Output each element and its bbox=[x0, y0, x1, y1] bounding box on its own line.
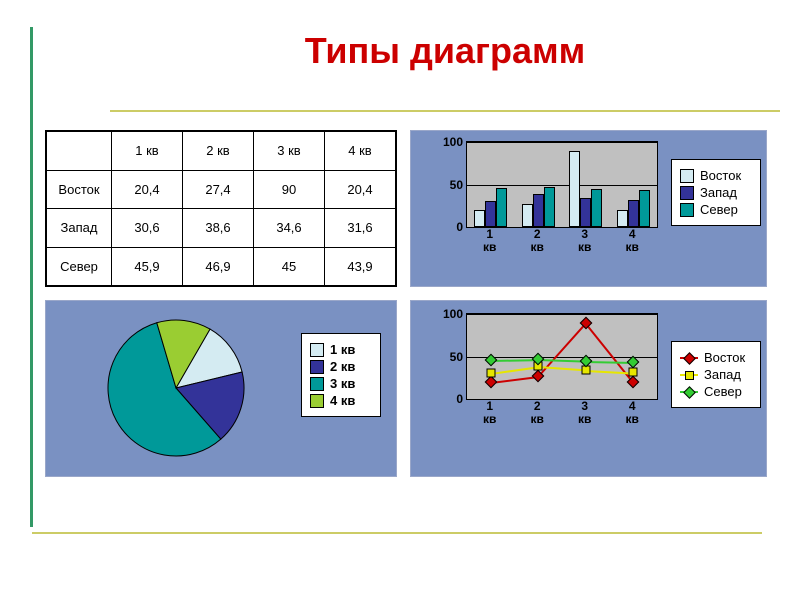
table-cell: 46,9 bbox=[183, 247, 254, 286]
legend-item: 3 кв bbox=[310, 376, 372, 391]
y-tick-label: 100 bbox=[443, 307, 463, 321]
pie-chart-legend: 1 кв 2 кв 3 кв 4 кв bbox=[301, 333, 381, 417]
legend-item: 4 кв bbox=[310, 393, 372, 408]
bar bbox=[580, 198, 591, 227]
legend-item: Восток bbox=[680, 350, 752, 365]
table-cell: Север bbox=[47, 247, 112, 286]
table-cell: 45 bbox=[254, 247, 325, 286]
x-tick-label: 2кв bbox=[531, 228, 544, 254]
bar-chart-panel: 050100 ВостокЗападСевер 1кв2кв3кв4кв bbox=[410, 130, 767, 287]
table-cell: 43,9 bbox=[325, 247, 396, 286]
bar bbox=[544, 187, 555, 227]
table-header-cell: 3 кв bbox=[254, 132, 325, 171]
table-header-cell: 2 кв bbox=[183, 132, 254, 171]
table-row: Север45,946,94543,9 bbox=[47, 247, 396, 286]
table-cell: Восток bbox=[47, 170, 112, 209]
y-tick-label: 0 bbox=[456, 392, 463, 406]
horizontal-rule-bottom bbox=[32, 532, 762, 534]
bar bbox=[591, 189, 602, 227]
bar-chart-plot: 050100 bbox=[466, 141, 658, 228]
table-cell: 27,4 bbox=[183, 170, 254, 209]
table-cell: 34,6 bbox=[254, 209, 325, 248]
table-header-cell: 4 кв bbox=[325, 132, 396, 171]
line-chart-legend: Восток Запад Север bbox=[671, 341, 761, 408]
legend-item: 1 кв bbox=[310, 342, 372, 357]
bar bbox=[617, 210, 628, 227]
table-header-cell: 1 кв bbox=[112, 132, 183, 171]
bar bbox=[474, 210, 485, 227]
bar bbox=[628, 200, 639, 227]
vertical-rule bbox=[30, 27, 33, 527]
table-cell: 30,6 bbox=[112, 209, 183, 248]
line-segment bbox=[491, 366, 539, 375]
legend-item: Восток bbox=[680, 168, 752, 183]
bar bbox=[569, 151, 580, 228]
legend-item: 2 кв bbox=[310, 359, 372, 374]
y-tick-label: 100 bbox=[443, 135, 463, 149]
data-table: 1 кв2 кв3 кв4 квВосток20,427,49020,4Запа… bbox=[45, 130, 397, 287]
line-chart-panel: 050100 ВостокЗападСевер 1кв2кв3кв4кв bbox=[410, 300, 767, 477]
x-tick-label: 3кв bbox=[578, 400, 591, 426]
table-cell: 45,9 bbox=[112, 247, 183, 286]
legend-item: Запад bbox=[680, 367, 752, 382]
line-chart-plot: 050100 bbox=[466, 313, 658, 400]
x-tick-label: 1кв bbox=[483, 400, 496, 426]
x-tick-label: 4кв bbox=[626, 228, 639, 254]
table-cell: 90 bbox=[254, 170, 325, 209]
bar bbox=[533, 194, 544, 227]
legend-item: Север bbox=[680, 202, 752, 217]
line-segment bbox=[491, 376, 539, 384]
y-tick-label: 50 bbox=[450, 350, 463, 364]
table-cell: 31,6 bbox=[325, 209, 396, 248]
table-cell: 38,6 bbox=[183, 209, 254, 248]
table-header-cell bbox=[47, 132, 112, 171]
legend-item: Север bbox=[680, 384, 752, 399]
line-marker bbox=[486, 368, 495, 377]
x-tick-label: 4кв bbox=[626, 400, 639, 426]
line-marker bbox=[629, 368, 638, 377]
x-tick-label: 3кв bbox=[578, 228, 591, 254]
table-row: Восток20,427,49020,4 bbox=[47, 170, 396, 209]
pie-chart-panel: 1 кв 2 кв 3 кв 4 кв bbox=[45, 300, 397, 477]
line-segment bbox=[586, 370, 634, 375]
y-tick-label: 0 bbox=[456, 220, 463, 234]
line-segment bbox=[491, 359, 539, 362]
table-row: Запад30,638,634,631,6 bbox=[47, 209, 396, 248]
x-tick-label: 1кв bbox=[483, 228, 496, 254]
bar bbox=[639, 190, 650, 227]
table-cell: Запад bbox=[47, 209, 112, 248]
page-title: Типы диаграмм bbox=[110, 30, 780, 72]
x-tick-label: 2кв bbox=[531, 400, 544, 426]
table-cell: 20,4 bbox=[325, 170, 396, 209]
table-cell: 20,4 bbox=[112, 170, 183, 209]
pie-chart bbox=[76, 313, 276, 463]
horizontal-rule-top bbox=[110, 110, 780, 112]
bar-chart-legend: Восток Запад Север bbox=[671, 159, 761, 226]
bar bbox=[522, 204, 533, 227]
bar bbox=[485, 201, 496, 227]
bar bbox=[496, 188, 507, 227]
legend-item: Запад bbox=[680, 185, 752, 200]
y-tick-label: 50 bbox=[450, 178, 463, 192]
